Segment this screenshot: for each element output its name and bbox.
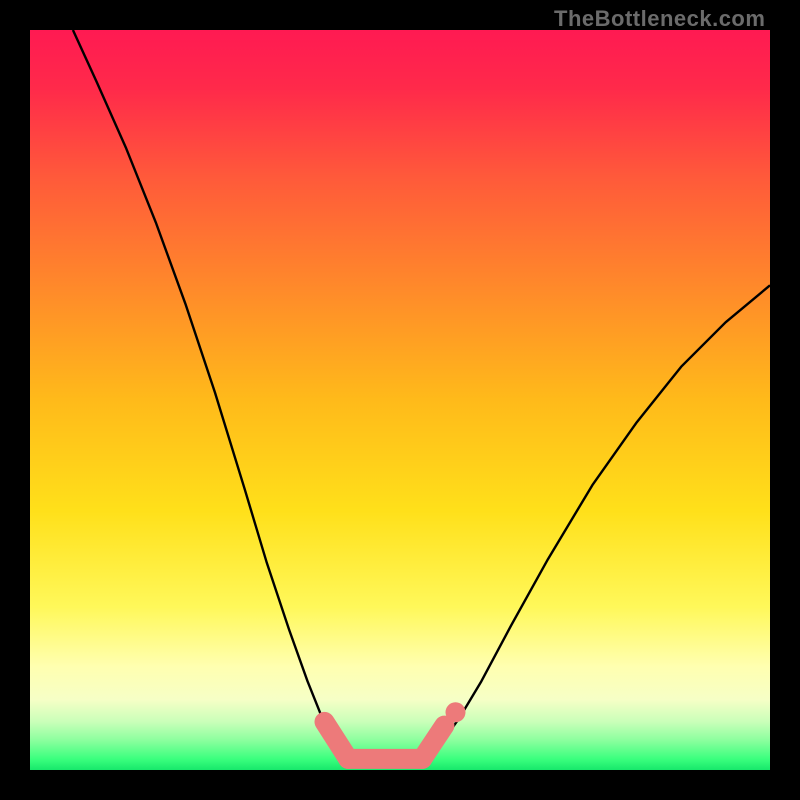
marker-dot-0 xyxy=(446,702,466,722)
marker-segment-2 xyxy=(422,726,444,759)
chart-svg xyxy=(30,30,770,770)
plot-area xyxy=(30,30,770,770)
watermark-text: TheBottleneck.com xyxy=(554,6,765,32)
bottleneck-curve xyxy=(73,30,770,763)
